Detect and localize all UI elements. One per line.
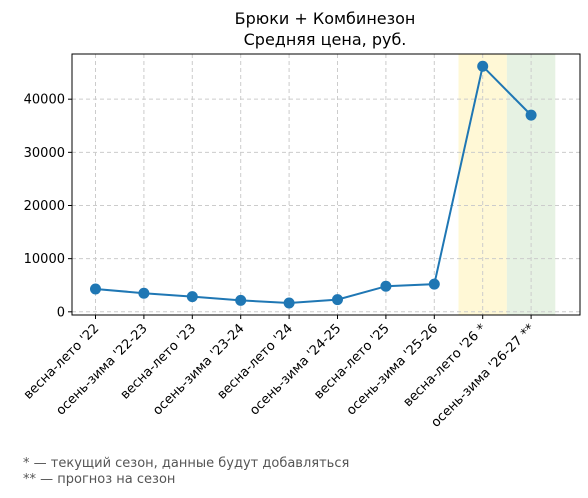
y-tick-label: 10000	[24, 252, 65, 267]
data-point	[332, 294, 343, 306]
data-point	[477, 60, 489, 72]
data-point	[90, 283, 101, 295]
footnote-current-season: * — текущий сезон, данные будут добавлят…	[23, 456, 350, 471]
data-point	[186, 291, 198, 303]
y-tick-label: 40000	[24, 93, 65, 108]
x-tick-label: весна-лето '26 *	[401, 321, 490, 410]
y-tick-label: 20000	[24, 199, 65, 214]
data-point	[380, 280, 392, 292]
highlight-band	[458, 54, 507, 315]
data-point	[138, 287, 150, 299]
y-tick-label: 30000	[24, 146, 65, 161]
data-point	[428, 278, 440, 290]
highlight-band	[506, 54, 556, 315]
highlight-bands	[458, 54, 556, 315]
y-tick-label: 0	[57, 305, 65, 320]
plot-frame	[71, 53, 581, 316]
grid-lines	[72, 54, 580, 315]
x-tick-label: осень-зима '25-26	[344, 321, 441, 418]
data-point	[525, 109, 537, 121]
series-layer	[90, 60, 537, 309]
chart-title: Брюки + Комбинезон	[235, 9, 416, 28]
x-tick-label: осень-зима '22-23	[53, 321, 150, 418]
line-chart: Брюки + Комбинезон Средняя цена, руб. 0 1…	[21, 9, 581, 431]
data-point	[283, 297, 295, 309]
y-axis: 0 10000 20000 30000 40000	[24, 93, 72, 320]
chart-subtitle: Средняя цена, руб.	[244, 30, 407, 49]
footnote-forecast: ** — прогноз на сезон	[23, 472, 176, 487]
series-line	[95, 64, 532, 305]
x-tick-label: осень-зима '23-24	[150, 321, 247, 418]
data-point	[235, 294, 247, 306]
x-tick-label: осень-зима '24-25	[247, 321, 344, 418]
